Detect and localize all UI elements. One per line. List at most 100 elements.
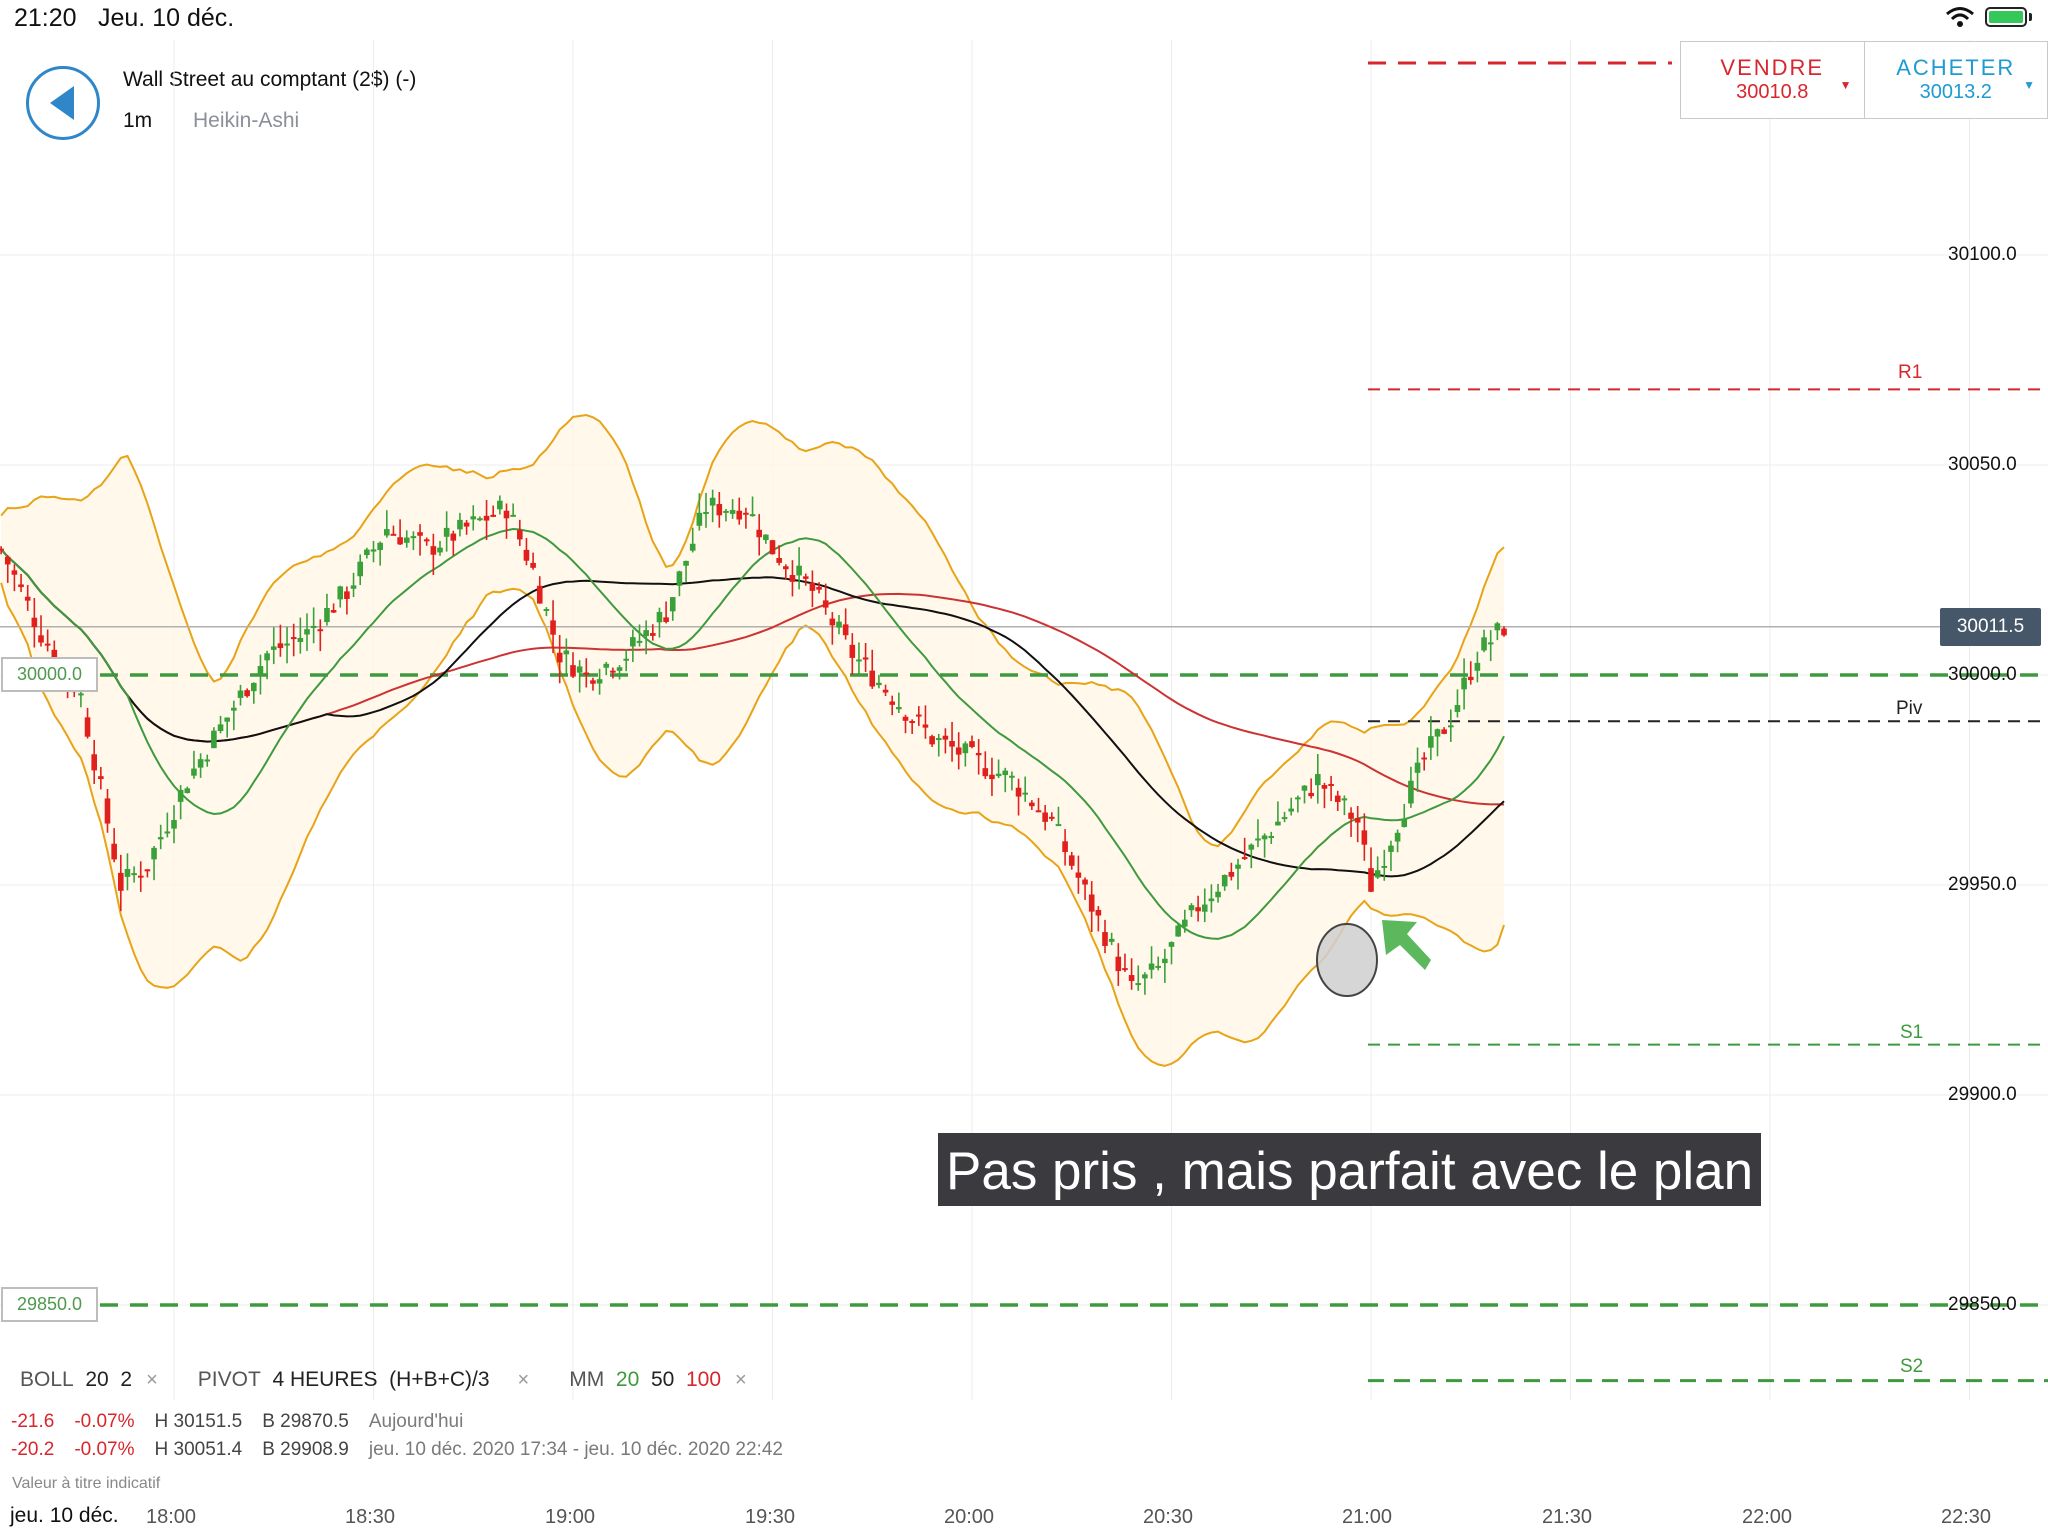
- candle-body: [237, 690, 244, 698]
- mm-indicator[interactable]: MM 20 50 100: [569, 1368, 722, 1391]
- candle-body: [1461, 677, 1467, 690]
- candle-body: [1421, 757, 1427, 760]
- candle-body: [284, 643, 290, 646]
- candle-body: [929, 736, 935, 745]
- candle-body: [304, 629, 310, 635]
- candle-body: [563, 650, 570, 655]
- candle-body: [204, 759, 211, 762]
- sell-dropdown-icon[interactable]: ▼: [1839, 78, 1852, 92]
- candle-body: [1068, 855, 1075, 866]
- candle-body: [1175, 925, 1181, 937]
- candle-body: [417, 532, 423, 536]
- order-level-tag[interactable]: 29850.0: [1, 1287, 99, 1322]
- candle-body: [916, 714, 922, 717]
- candle-body: [1082, 879, 1088, 885]
- candle-body: [596, 679, 603, 684]
- candle-body: [1115, 956, 1122, 972]
- entry-circle-marker: [1316, 923, 1378, 997]
- candle-body: [736, 510, 743, 520]
- remove-boll-icon[interactable]: ×: [146, 1368, 158, 1391]
- timeframe-selector[interactable]: 1m: [123, 109, 153, 132]
- candle-body: [570, 665, 576, 677]
- instrument-title[interactable]: Wall Street au comptant (2$) (-): [123, 68, 417, 91]
- candle-body: [909, 720, 915, 723]
- candle-body: [51, 649, 58, 663]
- candle-body: [1155, 965, 1161, 968]
- candle-body: [550, 620, 556, 635]
- remove-mm-icon[interactable]: ×: [735, 1368, 747, 1391]
- buy-dropdown-icon[interactable]: ▼: [2023, 78, 2035, 92]
- candle-body: [483, 515, 490, 521]
- candle-body: [137, 875, 144, 878]
- candle-body: [576, 666, 583, 673]
- candle-body: [1062, 841, 1068, 853]
- candle-body: [663, 617, 669, 622]
- pivot-indicator[interactable]: PIVOT 4 HEURES (H+B+C)/3: [197, 1368, 490, 1391]
- candle-body: [1029, 802, 1035, 807]
- candle-body: [410, 536, 417, 539]
- candle-body: [683, 560, 689, 566]
- candle-body: [1501, 628, 1507, 636]
- status-date: Jeu. 10 déc.: [98, 4, 235, 32]
- candle-body: [397, 537, 403, 545]
- candle-body: [922, 724, 929, 728]
- pivot-label-s2: S2: [1900, 1356, 1924, 1377]
- candle-body: [1354, 818, 1361, 823]
- candle-body: [769, 540, 776, 555]
- time-label: 21:30: [1542, 1506, 1593, 1528]
- sell-price: 30010.8: [1736, 81, 1809, 103]
- candle-body: [729, 510, 736, 514]
- time-label: 19:30: [745, 1506, 796, 1528]
- order-level-tag[interactable]: 30000.0: [1, 657, 99, 692]
- candle-body: [217, 724, 224, 732]
- back-button[interactable]: [26, 66, 100, 140]
- sell-button[interactable]: VENDRE 30010.8 ▼: [1681, 42, 1864, 118]
- candle-body: [1108, 938, 1115, 942]
- candle-body: [1368, 868, 1374, 892]
- candle-body: [882, 689, 889, 693]
- candle-body: [297, 638, 304, 643]
- arrow-marker-icon: [1382, 920, 1431, 970]
- candle-body: [962, 743, 969, 754]
- candle-body: [543, 608, 550, 611]
- buy-button[interactable]: ACHETER 30013.2 ▼: [1863, 42, 2048, 118]
- candle-body: [430, 546, 437, 555]
- candle-body: [38, 635, 44, 643]
- candle-body: [942, 735, 949, 740]
- candle-body: [1308, 792, 1314, 797]
- candle-body: [1374, 870, 1381, 878]
- candle-body: [490, 514, 496, 517]
- candle-body: [1015, 787, 1022, 797]
- candle-body: [616, 667, 623, 671]
- candle-body: [1301, 785, 1308, 791]
- annotation-note: Pas pris , mais parfait avec le plan: [938, 1133, 1762, 1206]
- candle-body: [935, 738, 942, 741]
- candle-body: [1182, 919, 1188, 927]
- candle-body: [151, 847, 157, 860]
- candle-body: [177, 789, 184, 802]
- candle-body: [344, 591, 350, 599]
- remove-pivot-icon[interactable]: ×: [517, 1368, 530, 1391]
- candle-body: [643, 630, 649, 637]
- boll-indicator[interactable]: BOLL 20 2: [20, 1368, 133, 1391]
- candle-body: [849, 644, 856, 658]
- candle-body: [756, 529, 762, 538]
- candle-body: [1361, 830, 1368, 845]
- candle-body: [264, 653, 270, 661]
- price-label: 29900.0: [1948, 1084, 2017, 1105]
- time-label: 18:30: [345, 1506, 396, 1528]
- chart-type-selector[interactable]: Heikin-Ashi: [193, 109, 300, 132]
- candle-body: [370, 549, 377, 552]
- candle-body: [650, 633, 656, 636]
- price-label: 30050.0: [1948, 454, 2017, 475]
- candle-body: [623, 658, 629, 661]
- candle-body: [1394, 832, 1401, 842]
- candle-body: [763, 534, 769, 541]
- candle-body: [1221, 874, 1228, 887]
- candle-body: [610, 670, 616, 673]
- candle-body: [703, 512, 709, 515]
- candle-body: [450, 533, 457, 541]
- candle-body: [1122, 968, 1128, 971]
- candle-body: [1401, 818, 1408, 828]
